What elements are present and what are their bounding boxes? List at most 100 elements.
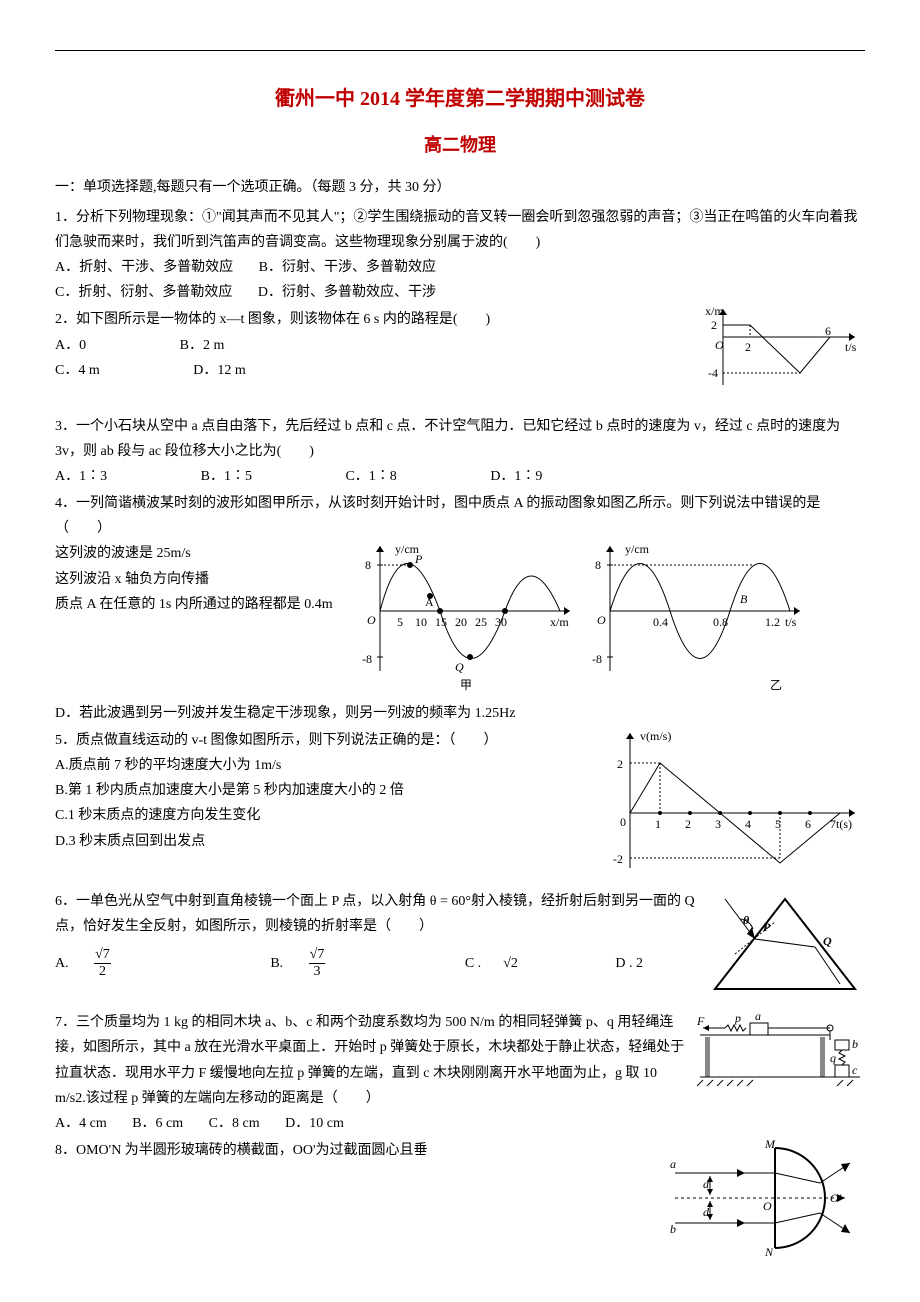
question-3: 3．一个小石块从空中 a 点自由落下，先后经过 b 点和 c 点．不计空气阻力．… — [55, 414, 865, 490]
q1-opt-c: C．折射、衍射、多普勒效应 — [55, 280, 232, 305]
q4-opt-b: 这列波沿 x 轴负方向传播 — [55, 567, 355, 592]
svg-text:-4: -4 — [708, 366, 718, 380]
svg-text:Q: Q — [455, 660, 464, 674]
question-1: 1．分析下列物理现象：①"闻其声而不见其人"；②学生围绕振动的音叉转一圈会听到忽… — [55, 205, 865, 306]
q6-opt-a: A. √72 — [55, 947, 155, 979]
q4-opt-c: 质点 A 在任意的 1s 内所通过的路程都是 0.4m — [55, 592, 355, 617]
svg-text:F: F — [696, 1014, 705, 1028]
q1-options: A．折射、干涉、多普勒效应 B．衍射、干涉、多普勒效应 C．折射、衍射、多普勒效… — [55, 255, 865, 305]
svg-text:x/m: x/m — [550, 615, 569, 629]
q2-opt-b: B．2 m — [180, 333, 225, 358]
svg-text:-8: -8 — [362, 652, 372, 666]
svg-text:2: 2 — [617, 757, 623, 771]
svg-text:0: 0 — [620, 815, 626, 829]
svg-text:y/cm: y/cm — [625, 542, 650, 556]
svg-text:2: 2 — [711, 318, 717, 332]
q8-figure: M N O O' a b d d — [665, 1138, 865, 1267]
q1-opt-d: D．衍射、多普勒效应、干涉 — [258, 280, 436, 305]
q7-opt-a: A．4 cm — [55, 1111, 107, 1136]
svg-text:3: 3 — [715, 817, 721, 831]
svg-text:v(m/s): v(m/s) — [640, 729, 671, 743]
question-4: 4．一列简谐横波某时刻的波形如图甲所示，从该时刻开始计时，图中质点 A 的振动图… — [55, 491, 865, 726]
question-8: M N O O' a b d d 8．OMO — [55, 1138, 865, 1267]
q6-figure: θ P Q — [705, 889, 865, 1008]
svg-text:P: P — [763, 920, 771, 934]
q3-opt-c: C．1∶8 — [345, 464, 396, 489]
svg-text:1.2: 1.2 — [765, 615, 780, 629]
question-2: x/m t/s 2 -4 2 6 O 2．如下图所示是一物体的 x—t 图象，则… — [55, 307, 865, 411]
svg-text:4: 4 — [745, 817, 751, 831]
svg-text:25: 25 — [475, 615, 487, 629]
svg-text:5: 5 — [397, 615, 403, 629]
svg-text:0.4: 0.4 — [653, 615, 668, 629]
svg-text:2: 2 — [745, 340, 751, 354]
q6-opt-d: D . 2 — [615, 951, 643, 976]
svg-text:8: 8 — [595, 558, 601, 572]
q4-figure-left: y/cm x/m 8 -8 O 51015202530 P A Q 甲 — [355, 541, 585, 700]
q2-opt-d: D．12 m — [193, 358, 246, 383]
q1-stem: 1．分析下列物理现象：①"闻其声而不见其人"；②学生围绕振动的音叉转一圈会听到忽… — [55, 205, 865, 255]
svg-text:0.8: 0.8 — [713, 615, 728, 629]
svg-text:O: O — [715, 338, 724, 352]
section-1-heading: 一：单项选择题,每题只有一个选项正确。（每题 3 分，共 30 分） — [55, 175, 865, 200]
q3-opt-d: D．1∶9 — [490, 464, 542, 489]
svg-text:a: a — [755, 1010, 761, 1023]
q4-opt-d: D．若此波遇到另一列波并发生稳定干涉现象，则另一列波的频率为 1.25Hz — [55, 701, 865, 726]
svg-text:2: 2 — [685, 817, 691, 831]
svg-text:A: A — [425, 595, 434, 609]
exam-subtitle: 高二物理 — [55, 129, 865, 161]
svg-text:Q: Q — [823, 934, 832, 948]
q3-opt-b: B．1∶5 — [201, 464, 252, 489]
q2-figure: x/m t/s 2 -4 2 6 O — [705, 307, 865, 411]
svg-text:乙: 乙 — [770, 678, 782, 691]
svg-text:t/s: t/s — [785, 615, 797, 629]
svg-text:t/s: t/s — [845, 340, 857, 354]
svg-text:a: a — [670, 1157, 676, 1171]
question-5: v(m/s) 7t(s) 2 -2 0 123456 5．质点做直线运动的 v-… — [55, 728, 865, 887]
svg-text:P: P — [414, 552, 423, 566]
q2-opt-c: C．4 m — [55, 358, 100, 383]
svg-text:甲: 甲 — [460, 678, 472, 691]
svg-text:-2: -2 — [613, 852, 623, 866]
svg-text:b: b — [670, 1222, 676, 1236]
svg-text:-8: -8 — [592, 652, 602, 666]
q4-opt-a: 这列波的波速是 25m/s — [55, 541, 355, 566]
svg-text:O: O — [763, 1199, 772, 1213]
question-7: F p a b q c 7．三个质量均为 1 kg 的相同木块 a、b、c 和两… — [55, 1010, 865, 1136]
q7-opt-d: D．10 cm — [285, 1111, 344, 1136]
svg-text:c: c — [852, 1063, 858, 1077]
q3-options: A．1∶3 B．1∶5 C．1∶8 D．1∶9 — [55, 464, 865, 489]
svg-text:10: 10 — [415, 615, 427, 629]
svg-text:20: 20 — [455, 615, 467, 629]
q7-opt-c: C．8 cm — [209, 1111, 260, 1136]
q7-figure: F p a b q c — [695, 1010, 865, 1099]
q3-opt-a: A．1∶3 — [55, 464, 107, 489]
svg-text:5: 5 — [775, 817, 781, 831]
q2-opt-a: A．0 — [55, 333, 86, 358]
svg-text:N: N — [764, 1245, 774, 1258]
svg-text:O: O — [367, 613, 376, 627]
q6-opt-c: C .√2 — [465, 951, 540, 976]
svg-text:b: b — [852, 1037, 858, 1051]
svg-text:8: 8 — [365, 558, 371, 572]
q7-opt-b: B．6 cm — [132, 1111, 183, 1136]
svg-text:O: O — [597, 613, 606, 627]
q4-stem: 4．一列简谐横波某时刻的波形如图甲所示，从该时刻开始计时，图中质点 A 的振动图… — [55, 491, 865, 541]
svg-text:M: M — [764, 1138, 776, 1151]
q1-opt-a: A．折射、干涉、多普勒效应 — [55, 255, 233, 280]
svg-text:1: 1 — [655, 817, 661, 831]
svg-text:B: B — [740, 592, 748, 606]
q3-stem: 3．一个小石块从空中 a 点自由落下，先后经过 b 点和 c 点．不计空气阻力．… — [55, 414, 865, 464]
top-rule — [55, 50, 865, 51]
svg-text:x/m: x/m — [705, 307, 724, 318]
q7-options: A．4 cm B．6 cm C．8 cm D．10 cm — [55, 1111, 865, 1136]
q5-figure: v(m/s) 7t(s) 2 -2 0 123456 — [605, 728, 865, 887]
svg-text:6: 6 — [825, 324, 831, 338]
q1-opt-b: B．衍射、干涉、多普勒效应 — [259, 255, 436, 280]
q6-opt-b: B. √73 — [270, 947, 369, 979]
svg-text:q: q — [830, 1051, 836, 1065]
question-6: θ P Q 6．一单色光从空气中射到直角棱镜一个面上 P 点，以入射角 θ = … — [55, 889, 865, 1008]
exam-title: 衢州一中 2014 学年度第二学期期中测试卷 — [55, 81, 865, 117]
svg-text:6: 6 — [805, 817, 811, 831]
svg-text:p: p — [734, 1011, 741, 1025]
